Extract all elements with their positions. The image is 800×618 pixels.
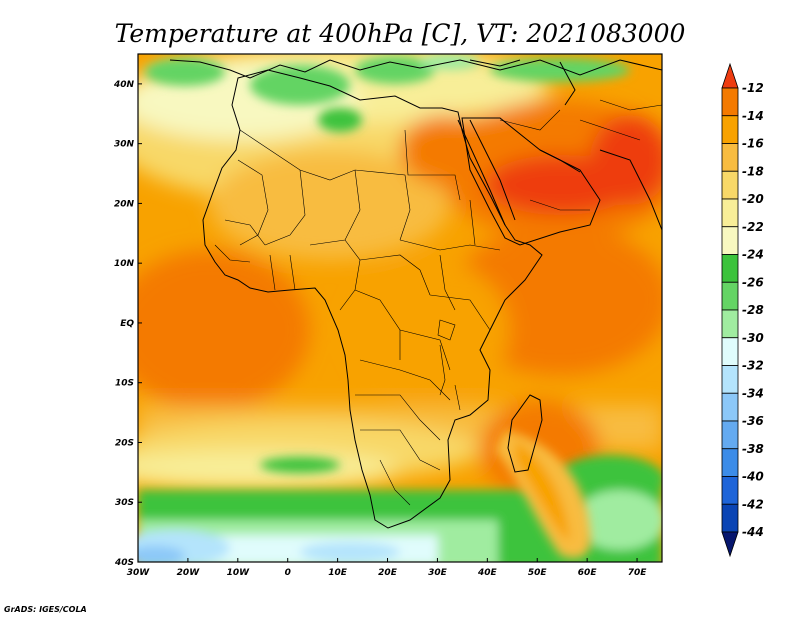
lon-tick-label: 50E bbox=[528, 568, 548, 578]
colorbar-swatch bbox=[721, 448, 739, 477]
lon-tick-label: 0 bbox=[285, 568, 291, 578]
colorbar-swatch bbox=[721, 115, 739, 144]
lat-tick-label: 30N bbox=[114, 140, 135, 150]
lat-tick-label: 40N bbox=[113, 80, 135, 90]
colorbar-level-label: -24 bbox=[742, 248, 764, 262]
colorbar-level-label: -38 bbox=[742, 442, 764, 456]
lat-tick-label: 20N bbox=[114, 199, 135, 209]
colorbar-level-label: -12 bbox=[742, 81, 764, 95]
colorbar-level-label: -14 bbox=[742, 109, 764, 123]
temperature-field bbox=[138, 54, 662, 562]
lon-tick-label: 10W bbox=[227, 568, 251, 578]
lat-tick-label: 20S bbox=[115, 438, 134, 448]
coastlines bbox=[169, 59, 662, 529]
colorbar-swatch bbox=[721, 170, 739, 200]
colorbar-level-label: -20 bbox=[742, 192, 764, 206]
longitude-axis: 30W 20W 10W 0 10E 20E 30E 40E 50E 60E 70E bbox=[127, 558, 647, 578]
colorbar-level-label: -36 bbox=[742, 414, 764, 428]
colorbar: -12 -14 -16 -18 -20 -22 -24 -26 -28 -30 -32 -34 -36 -… bbox=[721, 62, 764, 558]
colorbar-level-label: -44 bbox=[742, 525, 764, 539]
lat-tick-label: 10N bbox=[114, 259, 135, 269]
map-title: Temperature at 400hPa [C], VT: 202108300… bbox=[115, 19, 686, 48]
lon-tick-label: 10E bbox=[328, 568, 348, 578]
map-frame bbox=[137, 53, 663, 563]
colorbar-swatch bbox=[721, 226, 739, 255]
colorbar-max-arrow bbox=[721, 62, 739, 89]
lat-tick-label: 10S bbox=[115, 379, 134, 389]
lon-tick-label: 30E bbox=[428, 568, 448, 578]
colorbar-level-label: -30 bbox=[742, 331, 764, 345]
colorbar-level-label: -18 bbox=[742, 164, 764, 178]
colorbar-level-label: -22 bbox=[742, 220, 764, 234]
lon-tick-label: 60E bbox=[578, 568, 598, 578]
colorbar-swatch bbox=[721, 309, 739, 339]
lon-tick-label: 40E bbox=[477, 568, 498, 578]
colorbar-level-label: -34 bbox=[742, 386, 764, 400]
colorbar-swatch bbox=[721, 254, 739, 283]
lat-tick-label: 40S bbox=[114, 558, 134, 568]
colorbar-level-label: -28 bbox=[742, 303, 764, 317]
colorbar-swatch bbox=[721, 392, 739, 422]
colorbar-level-label: -42 bbox=[742, 497, 764, 511]
lat-tick-label: 30S bbox=[115, 498, 134, 508]
country-borders bbox=[214, 99, 662, 506]
lon-tick-label: 20W bbox=[177, 568, 201, 578]
colorbar-swatch bbox=[721, 281, 739, 311]
colorbar-min-arrow bbox=[721, 531, 739, 558]
colorbar-swatch bbox=[721, 87, 739, 117]
lon-tick-label: 30W bbox=[127, 568, 151, 578]
colorbar-swatch bbox=[721, 198, 739, 228]
colorbar-swatch bbox=[721, 503, 739, 533]
colorbar-swatch bbox=[721, 143, 739, 172]
lon-tick-label: 70E bbox=[628, 568, 648, 578]
colorbar-swatch bbox=[721, 365, 739, 394]
colorbar-swatch bbox=[721, 420, 739, 450]
colorbar-level-label: -26 bbox=[742, 275, 764, 289]
latitude-axis: 40N 30N 20N 10N EQ 10S 20S 30S 40S bbox=[113, 80, 142, 568]
colorbar-level-label: -40 bbox=[742, 470, 764, 484]
credit-label: GrADS: IGES/COLA bbox=[4, 605, 87, 614]
lat-tick-label: EQ bbox=[120, 319, 134, 329]
colorbar-swatch bbox=[721, 476, 739, 505]
colorbar-level-label: -32 bbox=[742, 359, 764, 373]
lon-tick-label: 20E bbox=[378, 568, 398, 578]
colorbar-swatch bbox=[721, 337, 739, 366]
colorbar-level-label: -16 bbox=[742, 137, 764, 151]
